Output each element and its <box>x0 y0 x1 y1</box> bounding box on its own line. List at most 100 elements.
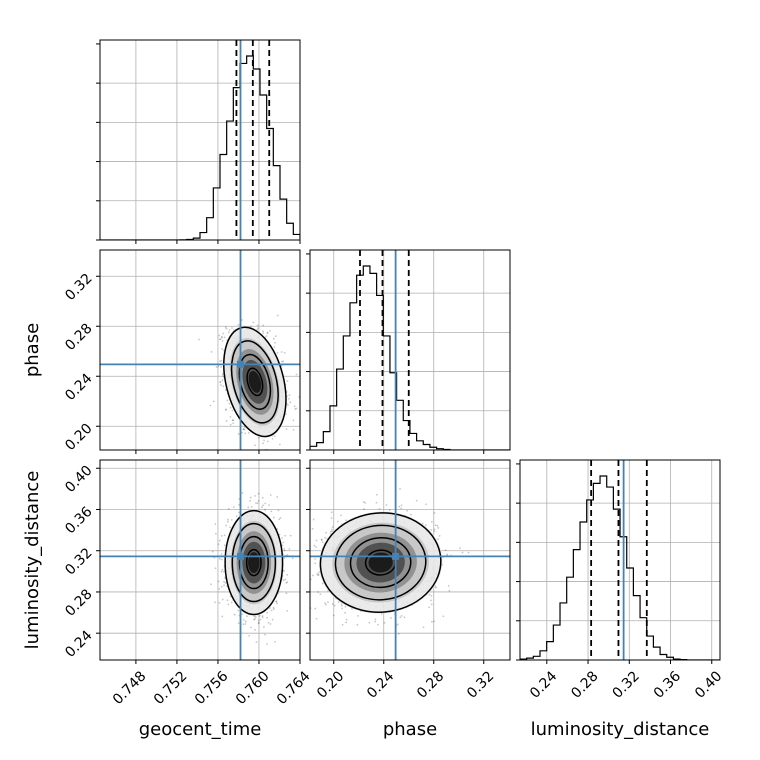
scatter-point <box>233 466 235 468</box>
scatter-point <box>399 487 401 490</box>
scatter-point <box>266 440 269 443</box>
scatter-point <box>254 444 256 447</box>
scatter-point <box>225 524 227 527</box>
scatter-point <box>341 623 344 626</box>
scatter-point <box>275 600 277 603</box>
scatter-point <box>283 548 286 550</box>
scatter-point <box>248 634 251 637</box>
scatter-point <box>281 360 283 363</box>
scatter-point <box>252 321 255 324</box>
x-axis-label-luminosity_distance: luminosity_distance <box>531 719 710 740</box>
hist-panel-phase <box>306 249 511 454</box>
scatter-point <box>272 337 275 340</box>
scatter-point <box>362 501 365 503</box>
x-tick-label-geocent_time: 0.764 <box>274 668 314 708</box>
scatter-point <box>447 585 450 587</box>
scatter-point <box>229 415 232 418</box>
scatter-point <box>221 379 224 381</box>
scatter-point <box>266 611 269 614</box>
scatter-point <box>221 336 224 339</box>
scatter-point <box>255 502 257 504</box>
contour-line <box>246 367 264 397</box>
y-tick-label-luminosity_distance: 0.28 <box>62 586 95 619</box>
scatter-point <box>214 532 217 535</box>
scatter-point <box>345 618 348 621</box>
scatter-point <box>225 420 228 422</box>
x-axis-label-phase: phase <box>383 719 437 740</box>
scatter-point <box>246 615 248 618</box>
scatter-point <box>242 618 245 621</box>
scatter-point <box>430 599 432 602</box>
scatter-point <box>301 556 303 558</box>
scatter-point <box>209 404 212 407</box>
scatter-point <box>283 351 286 354</box>
scatter-point <box>325 603 327 606</box>
scatter-point <box>430 603 433 606</box>
scatter-point <box>220 553 223 556</box>
scatter-point <box>448 589 451 592</box>
scatter-point <box>345 519 347 522</box>
scatter-point <box>257 327 259 329</box>
scatter-point <box>378 507 381 510</box>
scatter-point <box>281 544 284 547</box>
2d-panel-geocent_time-luminosity_distance <box>96 459 301 664</box>
scatter-point <box>400 615 403 617</box>
scatter-point <box>433 512 436 514</box>
scatter-point <box>428 606 430 609</box>
truth-marker <box>237 552 245 560</box>
x-tick-label-luminosity_distance: 0.36 <box>651 668 684 701</box>
scatter-point <box>320 538 323 541</box>
scatter-point <box>266 331 269 334</box>
scatter-point <box>278 518 281 521</box>
scatter-point <box>317 591 320 593</box>
scatter-point <box>282 360 285 363</box>
scatter-point <box>319 593 322 596</box>
scatter-point <box>277 509 280 512</box>
x-tick-label-luminosity_distance: 0.40 <box>692 668 725 701</box>
scatter-point <box>285 413 287 416</box>
scatter-point <box>276 351 279 354</box>
panel-content <box>100 250 300 468</box>
scatter-point <box>434 585 437 588</box>
x-tick-label-geocent_time: 0.756 <box>192 668 232 708</box>
panel-frame <box>309 459 511 661</box>
scatter-point <box>296 563 298 565</box>
scatter-point <box>219 360 221 363</box>
scatter-point <box>258 615 261 617</box>
density-fill <box>248 552 260 574</box>
scatter-point <box>231 327 233 329</box>
scatter-point <box>226 520 229 523</box>
x-axis-label-geocent_time: geocent_time <box>139 719 262 740</box>
x-tick-label-phase: 0.28 <box>414 668 447 701</box>
scatter-point <box>267 621 270 624</box>
scatter-point <box>410 513 412 516</box>
scatter-point <box>241 319 243 321</box>
scatter-point <box>317 573 320 576</box>
scatter-point <box>330 517 333 519</box>
scatter-point <box>340 604 343 607</box>
scatter-point <box>256 324 259 327</box>
scatter-point <box>261 615 264 617</box>
scatter-point <box>377 623 379 626</box>
scatter-point <box>273 461 275 463</box>
histogram-phase <box>310 265 510 450</box>
scatter-point <box>301 580 303 582</box>
panel-content <box>100 460 300 660</box>
scatter-point <box>257 500 260 502</box>
y-tick-label-luminosity_distance: 0.40 <box>62 463 95 496</box>
scatter-point <box>221 568 224 571</box>
scatter-point <box>258 621 260 624</box>
y-tick-label-luminosity_distance: 0.24 <box>62 627 95 660</box>
scatter-point <box>340 514 343 517</box>
scatter-point <box>262 324 265 327</box>
scatter-point <box>303 569 305 571</box>
scatter-point <box>281 537 283 539</box>
scatter-point <box>238 511 240 514</box>
scatter-point <box>219 380 222 383</box>
scatter-point <box>293 516 295 518</box>
scatter-point <box>430 594 433 597</box>
y-axis-label-phase: phase <box>22 323 43 377</box>
scatter-point <box>291 557 294 560</box>
scatter-point <box>331 528 333 531</box>
scatter-point <box>430 521 433 523</box>
